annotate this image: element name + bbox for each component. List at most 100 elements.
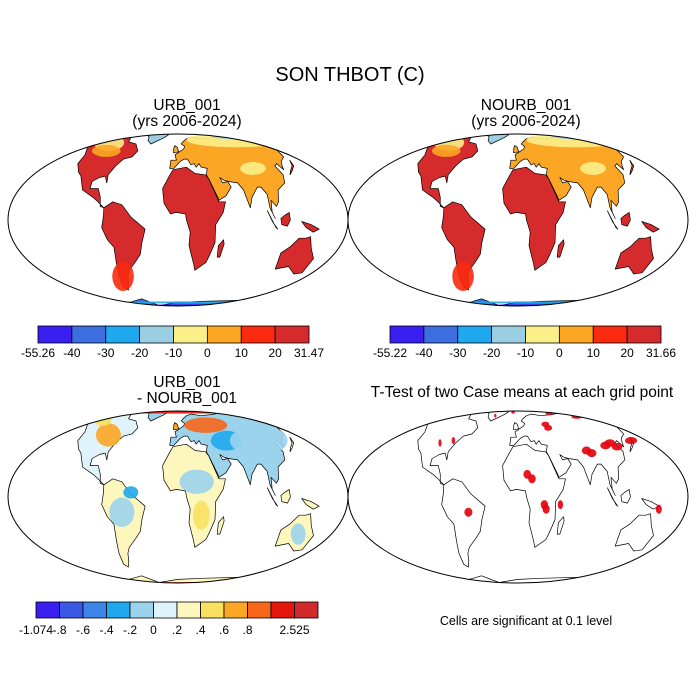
colorbar-tick-label: -30 (97, 346, 115, 360)
landmass-bo (280, 212, 291, 227)
colorbar-tick-label: 0 (150, 623, 157, 637)
landmass-jp (629, 159, 635, 176)
landmass-uk (173, 422, 180, 431)
colorbar-tick-label: -.4 (99, 623, 113, 637)
colorbar-box (274, 325, 310, 344)
panel-title-diff-line2: - NOURB_001 (137, 390, 237, 407)
colorbar-box (71, 325, 107, 344)
warm-anomaly (218, 578, 254, 583)
landmass-ma (216, 239, 225, 258)
landmass-gr (144, 134, 169, 145)
colorbar-tick-label: -55.22 (373, 346, 407, 360)
cool-region (431, 144, 461, 157)
colorbar-tick-label: -10 (165, 346, 183, 360)
map-ttest (410, 411, 664, 583)
significant-cell (625, 437, 638, 445)
colorbar-box (105, 325, 141, 344)
landmass-gr (484, 411, 509, 422)
colorbar-tick-label: -.8 (52, 623, 66, 637)
significant-cell (494, 413, 497, 418)
significant-cell (542, 504, 550, 514)
panel-title-diff: URB_001 - NOURB_001 (27, 375, 347, 407)
cool-region (91, 144, 121, 157)
colorbar-tick-label: -20 (131, 346, 149, 360)
landmass-sa (441, 478, 486, 568)
landmass-nz (304, 549, 324, 561)
colorbar-box (173, 325, 208, 344)
colorbar-tick-label: -20 (483, 346, 501, 360)
panel-title-nourb-line1: NOURB_001 (480, 97, 572, 114)
warm-anomaly (95, 423, 121, 447)
colorbar-box (389, 325, 425, 344)
significant-cell (511, 411, 515, 414)
colorbar-diff: -1.074 -.8 -.6 -.4 -.2 0 .2 .4 .6 .8 2.525 (19, 601, 319, 637)
colorbar-box (270, 601, 295, 619)
panel-title-ttest-line1: T-Test of two Case means at each grid po… (370, 384, 674, 401)
colorbar-tick-label: -40 (63, 346, 81, 360)
colorbar-urb: -55.26 -40 -30 -20 -10 0 10 20 31.47 (21, 325, 324, 360)
landmass-af (502, 443, 566, 548)
landmass-jp (289, 436, 295, 453)
landmass-nz (644, 272, 664, 284)
warm-anomaly (193, 500, 210, 530)
colorbar-box (223, 601, 248, 619)
landmass-ma (216, 516, 225, 535)
colorbar-box (525, 325, 560, 344)
colorbar-box (491, 325, 526, 344)
colorbar-tick-label: -10 (517, 346, 535, 360)
panel-title-urb-line2: (yrs 2006-2024) (132, 113, 242, 130)
panel-title-urb: URB_001 (yrs 2006-2024) (27, 98, 347, 130)
landmass-af (162, 166, 226, 271)
landmass-nz (304, 272, 324, 284)
landmass-ng (641, 221, 660, 233)
plateau-region (580, 162, 606, 175)
colorbar-box (153, 601, 178, 619)
significant-cell (557, 500, 564, 510)
landmass-ma (556, 516, 565, 535)
significant-cell (528, 474, 536, 484)
colorbar-tick-label: 0 (556, 346, 563, 360)
colorbar-tick-label: .8 (242, 623, 252, 637)
landmass-su (607, 487, 619, 507)
cool-anomaly (109, 497, 135, 528)
landmass-uk (513, 422, 520, 431)
map-nourb-border (347, 133, 689, 307)
landmass-af (502, 166, 566, 271)
landmass-uk (513, 145, 520, 154)
polar-coast-region (428, 301, 608, 304)
panel-title-diff-line1: URB_001 (153, 374, 221, 391)
colorbar-box (592, 325, 628, 344)
colorbar-box (139, 325, 174, 344)
significant-cell (451, 437, 456, 445)
cool-region (112, 261, 134, 291)
polar-coast-region (88, 301, 268, 304)
cool-anomaly (123, 486, 139, 499)
landmass-ng (301, 498, 320, 510)
colorbar-tick-label: 31.47 (294, 346, 324, 360)
significant-cell (655, 504, 662, 514)
panel-title-urb-line1: URB_001 (153, 97, 221, 114)
colorbar-tick-label: -40 (415, 346, 433, 360)
colorbar-tick-label: -.6 (76, 623, 90, 637)
colorbar-box (423, 325, 459, 344)
colorbar-box (176, 601, 201, 619)
colorbar-box (106, 601, 131, 619)
landmass-au (274, 236, 314, 275)
significant-cell (611, 442, 623, 451)
colorbar-tick-label: 10 (235, 346, 249, 360)
warm-anomaly (184, 417, 228, 433)
panel-title-nourb-line2: (yrs 2006-2024) (471, 113, 581, 130)
landmass-nz (644, 549, 664, 561)
colorbar-box (129, 601, 154, 619)
colorbar-box (200, 601, 225, 619)
map-urb (70, 134, 324, 306)
colorbar-tick-label: 31.66 (646, 346, 676, 360)
colorbar-tick-label: 10 (587, 346, 601, 360)
significant-cell (544, 424, 553, 431)
colorbar-box (35, 601, 60, 619)
landmass-bo (280, 489, 291, 504)
colorbar-box (59, 601, 84, 619)
colorbar-tick-label: -1.074 (19, 623, 53, 637)
colorbar-box (82, 601, 107, 619)
